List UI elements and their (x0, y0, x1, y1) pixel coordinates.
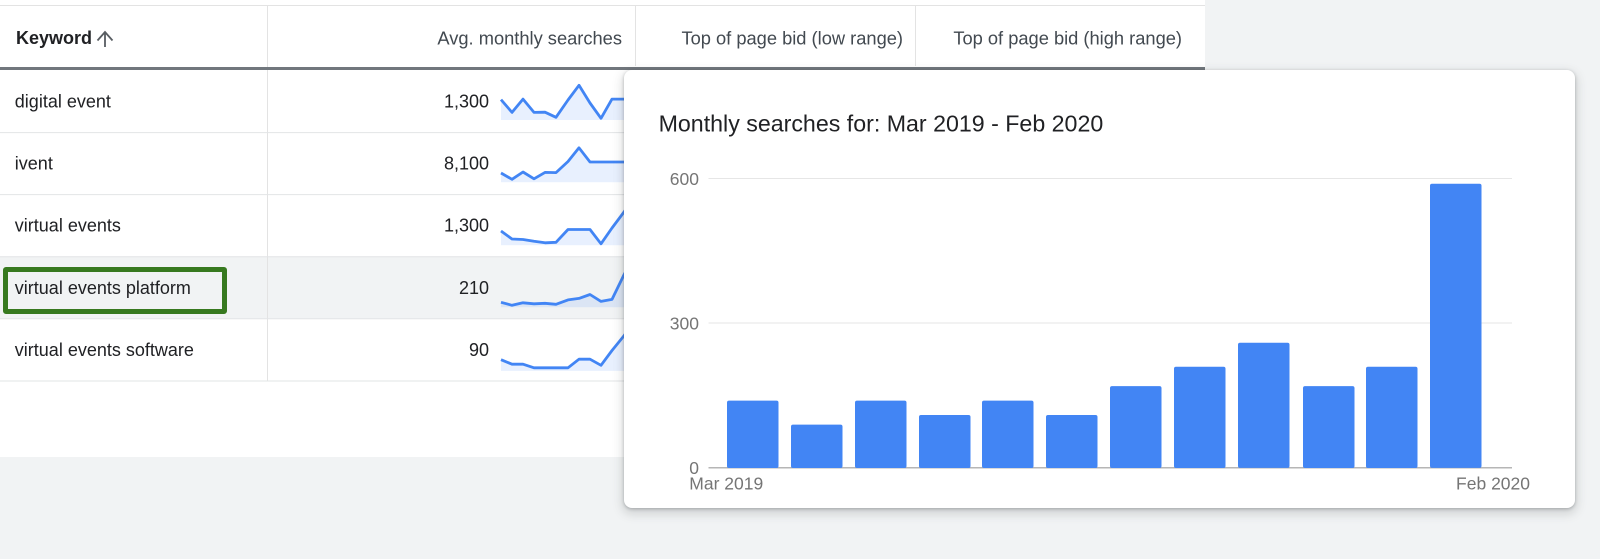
svg-text:ivent: ivent (15, 154, 53, 174)
svg-text:1,300: 1,300 (444, 216, 489, 236)
svg-text:virtual events software: virtual events software (15, 340, 194, 360)
svg-text:Top of page bid (low range): Top of page bid (low range) (681, 28, 903, 49)
svg-text:Keyword: Keyword (16, 28, 92, 48)
svg-text:600: 600 (670, 169, 699, 189)
svg-text:0: 0 (689, 458, 699, 478)
svg-text:digital event: digital event (15, 92, 111, 112)
svg-text:300: 300 (670, 313, 699, 333)
svg-text:Monthly searches for: Mar 2019: Monthly searches for: Mar 2019 - Feb 202… (659, 110, 1104, 136)
svg-text:Avg. monthly searches: Avg. monthly searches (437, 28, 622, 49)
svg-text:Mar 2019: Mar 2019 (689, 474, 763, 494)
svg-text:210: 210 (459, 278, 489, 298)
svg-text:virtual events platform: virtual events platform (15, 278, 191, 298)
svg-text:8,100: 8,100 (444, 154, 489, 174)
svg-text:90: 90 (469, 340, 489, 360)
svg-text:Feb 2020: Feb 2020 (1456, 474, 1530, 494)
svg-text:Top of page bid (high range): Top of page bid (high range) (953, 28, 1182, 49)
svg-text:1,300: 1,300 (444, 92, 489, 112)
svg-text:virtual events: virtual events (15, 216, 121, 236)
